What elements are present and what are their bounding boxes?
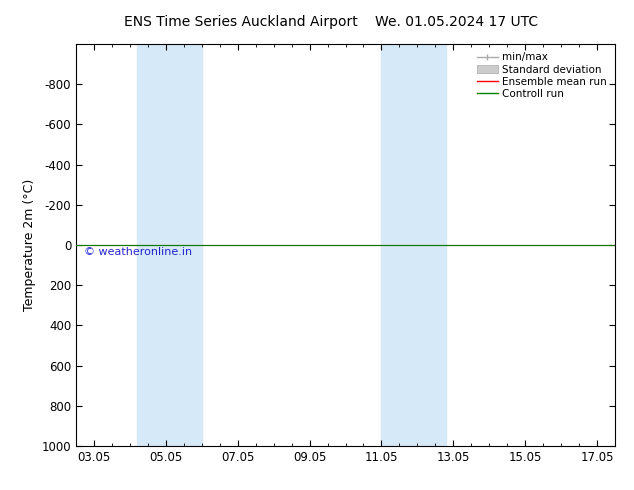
Bar — [173, 44, 202, 446]
Y-axis label: Temperature 2m (°C): Temperature 2m (°C) — [23, 179, 36, 311]
Text: We. 01.05.2024 17 UTC: We. 01.05.2024 17 UTC — [375, 15, 538, 29]
Bar — [382, 44, 410, 446]
Bar — [410, 44, 446, 446]
Text: © weatheronline.in: © weatheronline.in — [84, 247, 192, 257]
Bar — [137, 44, 173, 446]
Text: ENS Time Series Auckland Airport: ENS Time Series Auckland Airport — [124, 15, 358, 29]
Legend: min/max, Standard deviation, Ensemble mean run, Controll run: min/max, Standard deviation, Ensemble me… — [474, 49, 610, 102]
